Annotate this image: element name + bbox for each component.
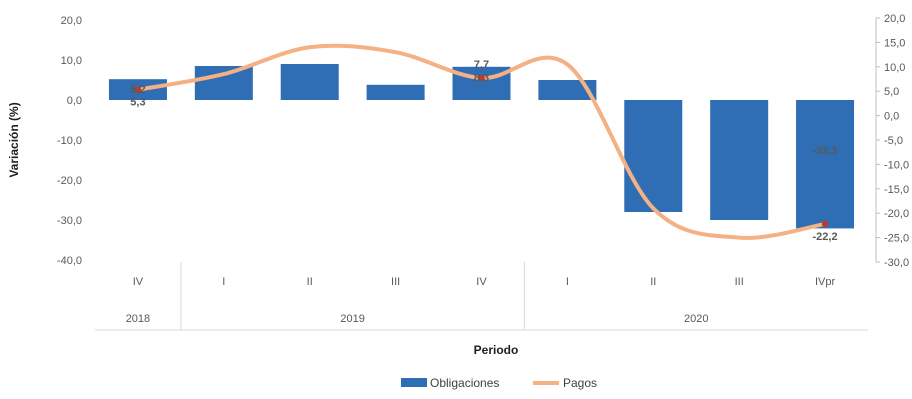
y-right-tick-label: -5,0	[884, 135, 903, 147]
y-right-tick-label: -20,0	[884, 208, 909, 220]
data-label: 8,3	[474, 72, 489, 84]
pagos-point-marker	[478, 74, 485, 82]
y-right-tick-label: -10,0	[884, 159, 909, 171]
bar-obligaciones	[710, 100, 769, 220]
y-right-tick-label: 0,0	[884, 111, 899, 123]
y-left-tick-label: 10,0	[61, 55, 82, 67]
data-label: 5,2	[130, 84, 145, 96]
data-label: 5,3	[130, 97, 145, 109]
y-right-tick-label: -15,0	[884, 184, 909, 196]
bar-obligaciones	[194, 66, 253, 100]
bar-obligaciones	[624, 100, 683, 212]
x-tick-label: I	[566, 276, 569, 288]
bar-obligaciones	[796, 100, 855, 229]
legend-label-obligaciones: Obligaciones	[430, 376, 499, 390]
x-axis-title: Periodo	[474, 343, 519, 357]
legend-swatch-obligaciones	[401, 378, 427, 387]
x-tick-label: II	[650, 276, 656, 288]
x-tick-label: IV	[133, 276, 144, 288]
y-right-tick-label: 20,0	[884, 13, 905, 25]
y-left-tick-label: 20,0	[61, 15, 82, 27]
y-left-tick-label: -30,0	[57, 215, 82, 227]
y-right-tick-label: -30,0	[884, 257, 909, 269]
y-left-tick-label: -10,0	[57, 135, 82, 147]
bar-obligaciones	[538, 80, 597, 100]
y-left-tick-label: -40,0	[57, 255, 82, 267]
pagos-point-marker	[134, 86, 142, 93]
x-tick-label: III	[391, 276, 400, 288]
data-label: -32,1	[813, 145, 838, 157]
bar-obligaciones	[280, 64, 339, 100]
data-label: 7,7	[474, 59, 489, 71]
data-label: -22,2	[813, 231, 838, 243]
line-pagos	[135, 43, 828, 240]
x-tick-label: IV	[476, 276, 487, 288]
y-right-tick-label: 15,0	[884, 37, 905, 49]
y-left-tick-label: -20,0	[57, 175, 82, 187]
x-group-label: 2019	[340, 313, 364, 325]
x-tick-label: I	[222, 276, 225, 288]
y-right-tick-label: -25,0	[884, 233, 909, 245]
x-tick-label: III	[735, 276, 744, 288]
pagos-point-marker	[821, 220, 829, 228]
y-right-tick-label: 10,0	[884, 62, 905, 74]
x-tick-label: IVpr	[815, 276, 836, 288]
x-group-label: 2020	[684, 313, 708, 325]
y-right-tick-label: 5,0	[884, 86, 899, 98]
bar-obligaciones	[452, 66, 511, 100]
x-tick-label: II	[307, 276, 313, 288]
y-left-tick-label: 0,0	[67, 95, 82, 107]
x-group-label: 2018	[126, 313, 150, 325]
bar-obligaciones	[366, 84, 425, 100]
legend-label-pagos: Pagos	[563, 376, 597, 390]
y-axis-title: Variación (%)	[7, 102, 21, 177]
